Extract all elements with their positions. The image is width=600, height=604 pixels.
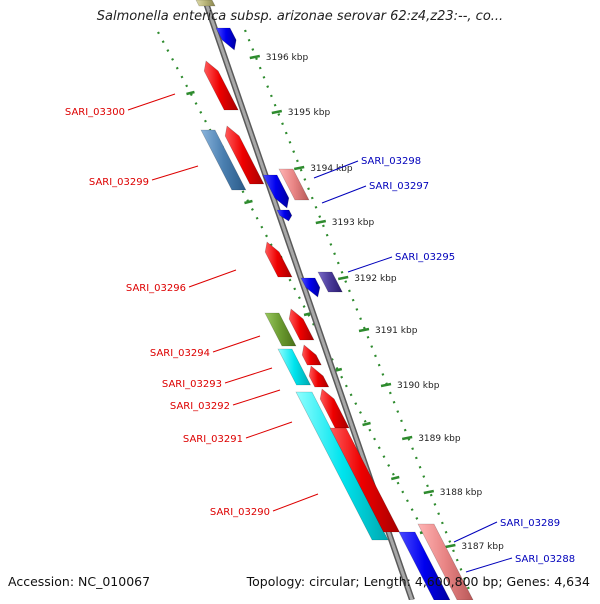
major-tick (358, 327, 370, 333)
leader-line (127, 93, 176, 111)
gene-sari-03299 (200, 129, 247, 191)
tick-label: 3195 kbp (288, 108, 331, 118)
gene-label-sari_03296: SARI_03296 (126, 283, 186, 294)
gene-blue-pair (300, 277, 321, 298)
major-tick (362, 421, 371, 427)
leader-line (453, 521, 498, 543)
gene-label-sari_03293: SARI_03293 (162, 379, 222, 390)
major-tick (271, 109, 283, 115)
gene-red (224, 125, 265, 185)
gene-sari-03300 (203, 60, 239, 111)
major-tick (186, 90, 195, 96)
leader-line (313, 160, 359, 179)
major-tick (401, 435, 413, 441)
gene-label-sari_03294: SARI_03294 (150, 348, 210, 359)
gene-sari-03293 (301, 344, 322, 366)
gene-label-sari_03300: SARI_03300 (65, 107, 125, 118)
gene-small-blue (276, 209, 293, 222)
gene-khaki (195, 0, 216, 7)
leader-line (224, 367, 273, 384)
accession-text: Accession: NC_010067 (8, 574, 151, 589)
leader-line (212, 335, 261, 353)
leader-line (272, 493, 319, 512)
gene-label-sari_03288: SARI_03288 (515, 554, 575, 565)
gene-sari-03294 (264, 312, 297, 347)
leader-line (465, 557, 513, 573)
gene-label-sari_03291: SARI_03291 (183, 434, 243, 445)
gene-cyan-small (277, 348, 312, 386)
gene-label-sari_03295: SARI_03295 (395, 252, 455, 263)
tick-label: 3187 kbp (461, 542, 504, 552)
gene-label-sari_03290: SARI_03290 (210, 507, 270, 518)
tick-label: 3189 kbp (418, 434, 461, 444)
major-tick (293, 165, 305, 171)
tick-label: 3193 kbp (332, 218, 375, 228)
gene-label-sari_03292: SARI_03292 (170, 401, 230, 412)
tick-label: 3191 kbp (375, 326, 418, 336)
gene-features (195, 0, 474, 601)
gene-labels: SARI_03300 SARI_03299 SARI_03296 SARI_03294… (65, 93, 575, 573)
gene-sari-03290 (295, 391, 389, 541)
leader-line (188, 269, 237, 288)
major-tick (249, 54, 261, 60)
gene-red-pair (288, 308, 315, 341)
gene-label-sari_03298: SARI_03298 (361, 156, 421, 167)
gene-blue (215, 27, 237, 51)
gene-sari-03295 (317, 271, 343, 293)
leader-line (151, 165, 199, 181)
leader-line (321, 185, 367, 204)
major-tick (445, 543, 456, 549)
leader-line (232, 389, 281, 406)
gene-sari-03296 (264, 241, 293, 278)
gene-label-sari_03299: SARI_03299 (89, 177, 149, 188)
major-tick (423, 489, 435, 495)
gene-sari-03297 (278, 168, 310, 201)
tick-label: 3194 kbp (310, 164, 353, 174)
tick-label: 3196 kbp (266, 53, 309, 63)
major-tick (380, 382, 392, 388)
gene-label-sari_03297: SARI_03297 (369, 181, 429, 192)
leader-line (245, 421, 293, 439)
topology-text: Topology: circular; Length: 4,600,800 bp… (246, 574, 590, 589)
genome-title: Salmonella enterica subsp. arizonae sero… (96, 9, 504, 24)
gene-sari-03292 (308, 365, 330, 388)
tick-labels: 3196 kbp 3195 kbp 3194 kbp 3193 kbp 3192 kbp… (266, 53, 504, 552)
tick-label: 3188 kbp (440, 488, 483, 498)
gene-label-sari_03289: SARI_03289 (500, 518, 560, 529)
major-tick (244, 199, 253, 205)
right-tick-line (243, 29, 472, 593)
major-tick (315, 219, 327, 225)
major-tick (337, 275, 349, 281)
major-tick (390, 475, 400, 481)
leader-line (347, 256, 393, 273)
gene-sari-03298 (262, 174, 290, 209)
tick-label: 3192 kbp (354, 274, 397, 284)
tick-label: 3190 kbp (397, 381, 440, 391)
